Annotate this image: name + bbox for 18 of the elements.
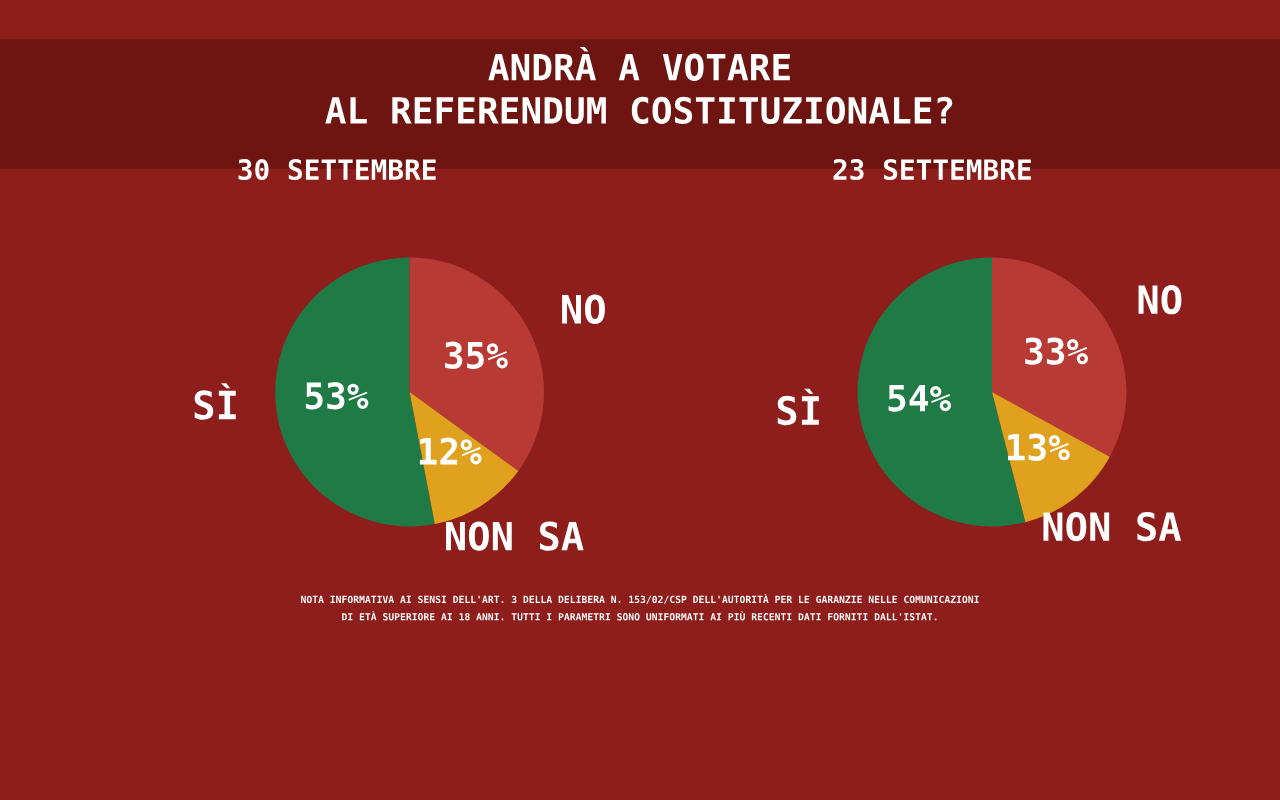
data-label: 12% [419, 437, 482, 465]
chart-subtitle: 23 SETTEMBRE [833, 159, 1031, 181]
slice-label: NO [1138, 284, 1182, 315]
data-label: 54% [888, 384, 952, 412]
slice-label: NON SA [1043, 511, 1182, 542]
text: NOTA INFORMATIVA AI SENSI DELL'ART. 3 DELLA DELIBERA N. 153/02/CSP DELL'AUTORITÀ PER LE GARANZIE NELLE COMUNICAZIONI [301, 593, 979, 604]
chart-title: ANDRÀ A VOTARE AL REFERENDUM COSTITUZIONALE? [325, 46, 953, 125]
data-label: 33% [1025, 337, 1088, 365]
data-label: 35% [445, 341, 508, 369]
data-label: 13% [1008, 433, 1070, 461]
pie-slice [409, 257, 544, 471]
slice-label: SÌ [194, 383, 236, 420]
data-label: 53% [305, 382, 369, 410]
slice-label: SÌ [777, 388, 819, 426]
text: DI ETÀ SUPERIORE AI 18 ANNI. TUTTI I PARAMETRI SONO UNIFORMATI AI PIÙ RECENTI DATI FORNITI DALL'ISTAT. [342, 611, 937, 621]
chart-subtitle: 30 SETTEMBRE [238, 159, 436, 181]
slice-label: NO [562, 294, 605, 324]
slice-label: NON SA [446, 521, 584, 551]
